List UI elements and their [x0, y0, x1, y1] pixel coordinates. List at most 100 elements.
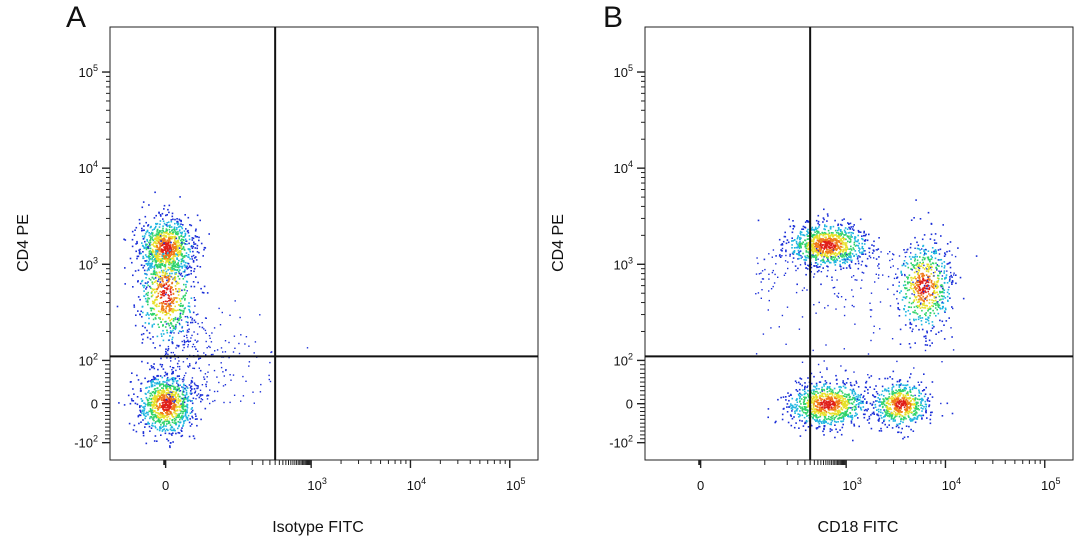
event-dot	[923, 286, 926, 288]
event-dot	[821, 259, 824, 261]
event-dot	[165, 256, 167, 258]
event-dot	[180, 319, 183, 321]
event-dot	[162, 421, 164, 424]
event-dot	[170, 219, 173, 221]
event-dot	[914, 260, 916, 262]
event-dot	[846, 253, 849, 256]
event-dot	[140, 333, 143, 336]
event-dot	[162, 403, 164, 406]
event-dot	[182, 310, 185, 313]
event-dot	[167, 420, 169, 423]
event-dot	[927, 263, 930, 266]
event-dot	[814, 226, 817, 229]
event-dot	[815, 242, 818, 244]
event-dot	[849, 222, 852, 225]
event-dot	[775, 255, 777, 257]
event-dot	[821, 239, 824, 242]
event-dot	[193, 268, 196, 270]
event-dot	[806, 386, 808, 389]
event-dot	[930, 279, 933, 282]
event-dot	[171, 276, 173, 279]
event-dot	[172, 351, 174, 354]
event-dot	[228, 356, 230, 359]
event-dot	[838, 241, 841, 243]
event-dot	[146, 273, 148, 276]
event-dot	[940, 330, 943, 332]
event-dot	[802, 225, 805, 228]
event-dot	[151, 404, 153, 407]
event-dot	[151, 248, 154, 251]
event-dot	[172, 325, 174, 327]
event-dot	[851, 409, 854, 411]
event-dot	[175, 325, 177, 328]
event-dot	[178, 330, 181, 332]
event-dot	[816, 266, 818, 269]
event-dot	[161, 263, 164, 265]
event-dot	[834, 255, 837, 258]
event-dot	[169, 288, 172, 290]
event-dot	[163, 265, 165, 267]
event-dot	[833, 418, 835, 421]
event-dot	[822, 232, 825, 235]
event-dot	[792, 228, 794, 230]
event-dot	[172, 267, 175, 270]
event-dot	[177, 420, 179, 423]
event-dot	[834, 424, 836, 426]
event-dot	[832, 232, 834, 234]
event-dot	[171, 325, 173, 327]
event-dot	[927, 307, 929, 310]
y-tick-label: 102	[79, 351, 98, 368]
event-dot	[933, 300, 935, 302]
event-dot	[938, 259, 941, 261]
event-dot	[164, 314, 167, 316]
event-dot	[844, 387, 847, 389]
event-dot	[867, 388, 869, 391]
event-dot	[841, 237, 844, 240]
event-dot	[169, 242, 171, 244]
event-dot	[170, 308, 173, 310]
event-dot	[248, 345, 250, 347]
event-dot	[194, 257, 196, 259]
event-dot	[864, 386, 867, 388]
event-dot	[868, 422, 870, 424]
event-dot	[170, 330, 172, 332]
event-dot	[162, 238, 164, 240]
event-dot	[182, 247, 185, 249]
event-dot	[144, 326, 146, 329]
event-dot	[823, 425, 826, 427]
event-dot	[803, 416, 806, 419]
event-dot	[161, 396, 163, 399]
event-dot	[172, 262, 174, 264]
event-dot	[835, 415, 838, 417]
event-dot	[931, 327, 934, 330]
event-dot	[821, 386, 823, 389]
event-dot	[154, 410, 156, 412]
event-dot	[797, 393, 800, 396]
event-dot	[153, 302, 155, 305]
event-dot	[171, 300, 173, 303]
event-dot	[800, 245, 802, 248]
event-dot	[810, 391, 813, 394]
event-dot	[171, 342, 174, 344]
event-dot	[862, 250, 865, 252]
event-dot	[926, 299, 928, 302]
event-dot	[185, 283, 187, 286]
event-dot	[178, 413, 180, 415]
event-dot	[160, 384, 162, 386]
event-dot	[174, 275, 176, 278]
event-dot	[159, 245, 161, 247]
event-dot	[168, 432, 171, 435]
event-dot	[169, 391, 171, 393]
event-dot	[177, 319, 179, 321]
event-dot	[858, 425, 860, 428]
event-dot	[178, 259, 180, 262]
event-dot	[160, 260, 162, 262]
event-dot	[142, 284, 144, 287]
event-dot	[929, 314, 931, 317]
event-dot	[161, 406, 163, 408]
event-dot	[851, 406, 854, 409]
event-dot	[162, 395, 164, 398]
event-dot	[198, 236, 200, 239]
event-dot	[926, 318, 929, 321]
event-dot	[170, 261, 173, 264]
